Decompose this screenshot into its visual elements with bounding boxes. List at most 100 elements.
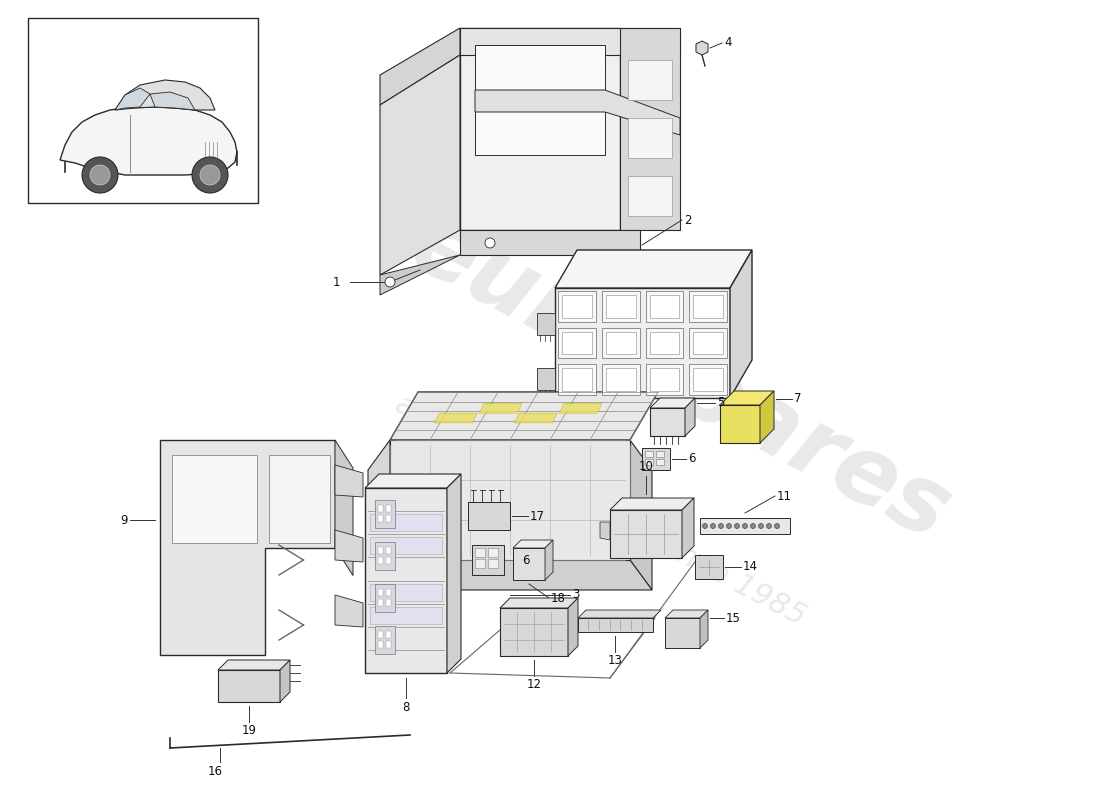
Text: 19: 19: [242, 724, 256, 737]
Polygon shape: [460, 28, 620, 230]
Polygon shape: [475, 90, 680, 135]
Bar: [562, 295, 592, 318]
Text: 9: 9: [121, 514, 128, 526]
Circle shape: [711, 523, 715, 529]
Bar: [386, 599, 390, 606]
Text: 15: 15: [726, 611, 741, 625]
Text: 5: 5: [717, 397, 725, 410]
Polygon shape: [336, 595, 363, 627]
Polygon shape: [513, 548, 544, 580]
Bar: [386, 505, 390, 512]
Polygon shape: [60, 107, 236, 175]
Text: 10: 10: [639, 460, 653, 473]
Bar: [558, 364, 596, 395]
Bar: [488, 548, 498, 557]
Bar: [690, 364, 727, 395]
Circle shape: [82, 157, 118, 193]
Bar: [378, 599, 383, 606]
Polygon shape: [578, 610, 661, 618]
Bar: [646, 364, 683, 395]
Bar: [606, 295, 636, 318]
Bar: [606, 368, 636, 391]
Text: 17: 17: [530, 510, 544, 522]
Polygon shape: [556, 288, 730, 398]
Bar: [690, 291, 727, 322]
Bar: [558, 328, 596, 358]
Text: 3: 3: [572, 589, 580, 602]
Polygon shape: [578, 618, 653, 632]
Polygon shape: [434, 413, 477, 422]
Polygon shape: [685, 398, 695, 436]
Polygon shape: [760, 391, 774, 443]
Bar: [693, 332, 723, 354]
Circle shape: [774, 523, 780, 529]
Bar: [378, 515, 383, 522]
Text: 2: 2: [684, 214, 692, 226]
Circle shape: [750, 523, 756, 529]
Polygon shape: [500, 608, 568, 656]
Polygon shape: [730, 250, 752, 398]
Polygon shape: [336, 530, 363, 562]
Text: 11: 11: [777, 490, 792, 502]
Bar: [645, 459, 653, 465]
Bar: [375, 626, 395, 654]
Polygon shape: [379, 28, 460, 105]
Text: 16: 16: [208, 765, 222, 778]
Polygon shape: [116, 80, 214, 110]
Polygon shape: [537, 313, 556, 335]
Polygon shape: [368, 440, 390, 590]
Bar: [370, 606, 442, 624]
Bar: [378, 631, 383, 638]
Bar: [378, 505, 383, 512]
Polygon shape: [280, 660, 290, 702]
Polygon shape: [472, 545, 504, 575]
Polygon shape: [160, 440, 336, 655]
Circle shape: [90, 165, 110, 185]
Polygon shape: [696, 41, 708, 55]
Bar: [693, 368, 723, 391]
Text: 1: 1: [332, 275, 340, 289]
Polygon shape: [620, 28, 680, 230]
Polygon shape: [368, 560, 652, 590]
Bar: [386, 631, 390, 638]
Text: 12: 12: [527, 678, 541, 691]
Circle shape: [703, 523, 707, 529]
Bar: [488, 559, 498, 568]
Bar: [378, 547, 383, 554]
Polygon shape: [720, 405, 760, 443]
Circle shape: [200, 165, 220, 185]
Text: 6: 6: [688, 453, 695, 466]
Circle shape: [767, 523, 771, 529]
Bar: [656, 451, 664, 457]
Polygon shape: [475, 45, 605, 155]
Text: 4: 4: [724, 37, 732, 50]
Polygon shape: [150, 92, 195, 110]
Bar: [375, 584, 395, 612]
Polygon shape: [390, 440, 630, 560]
Text: 18: 18: [551, 591, 565, 605]
Bar: [562, 368, 592, 391]
Polygon shape: [544, 540, 553, 580]
Bar: [370, 538, 442, 554]
Polygon shape: [172, 455, 256, 543]
Polygon shape: [460, 28, 680, 55]
Polygon shape: [336, 465, 363, 497]
Polygon shape: [695, 555, 723, 579]
Bar: [375, 542, 395, 570]
Circle shape: [742, 523, 748, 529]
Polygon shape: [447, 474, 461, 673]
Bar: [602, 328, 639, 358]
Polygon shape: [365, 488, 447, 673]
Bar: [646, 328, 683, 358]
Polygon shape: [116, 88, 150, 110]
Bar: [386, 547, 390, 554]
Text: 13: 13: [607, 654, 623, 667]
Polygon shape: [513, 540, 553, 548]
Polygon shape: [666, 618, 700, 648]
Polygon shape: [568, 598, 578, 656]
Bar: [649, 295, 680, 318]
Polygon shape: [650, 398, 695, 408]
Bar: [645, 451, 653, 457]
Polygon shape: [365, 474, 461, 488]
Bar: [370, 514, 442, 531]
